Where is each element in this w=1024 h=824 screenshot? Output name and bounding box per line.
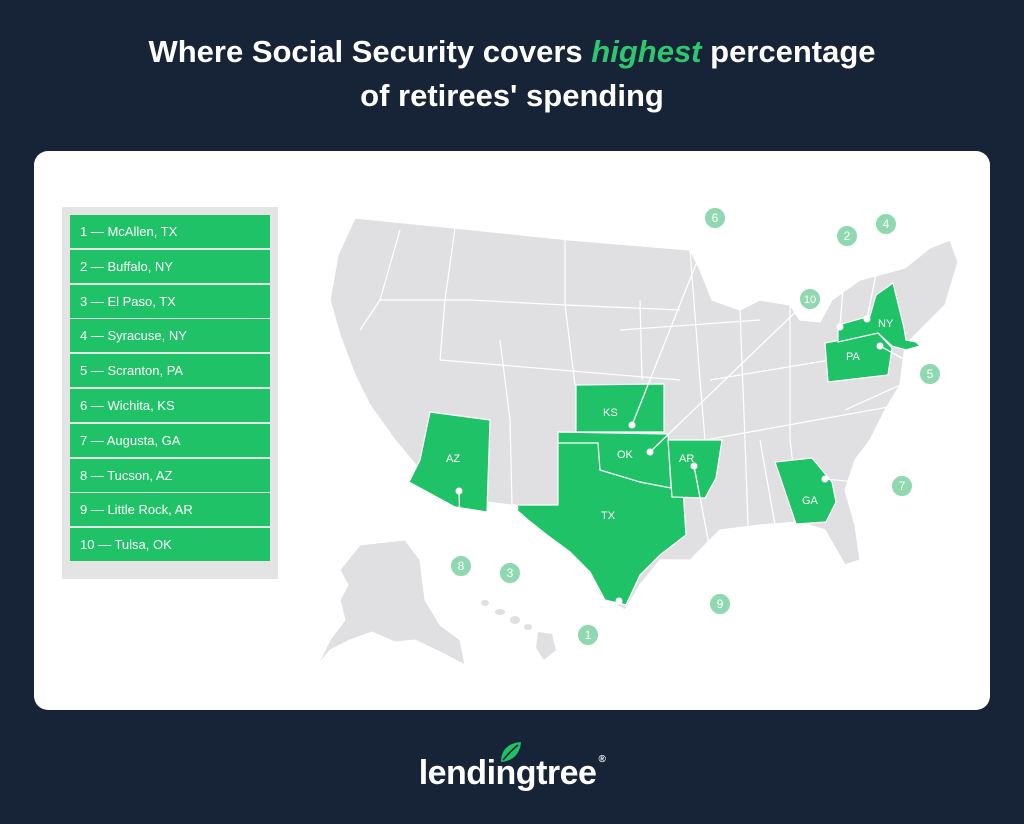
city-dot-littlerock — [690, 462, 698, 470]
hawaii-shape — [481, 600, 556, 660]
legend-item: 2 — Buffalo, NY — [70, 249, 270, 283]
city-dot-tulsa — [646, 448, 654, 456]
marker-10: 10 — [798, 287, 822, 311]
city-dot-tucson — [455, 487, 463, 495]
city-dot-scranton — [876, 342, 884, 350]
marker-5: 5 — [918, 362, 942, 386]
city-dot-syracuse — [863, 315, 871, 323]
marker-9: 9 — [708, 592, 732, 616]
marker-4-text: 4 — [883, 217, 890, 231]
title-line-1: Where Social Security covers highest per… — [148, 34, 876, 69]
state-labels: NY PA KS AZ OK AR TX GA — [446, 318, 894, 522]
title-line-2: of retirees' spending — [360, 78, 664, 113]
state-ks — [575, 383, 665, 433]
leaf-icon — [501, 742, 521, 762]
legend-item: 6 — Wichita, KS — [70, 388, 270, 422]
state-label-ar: AR — [679, 453, 694, 465]
marker-8-text: 8 — [458, 559, 465, 573]
state-label-tx: TX — [601, 510, 616, 522]
city-dot-mcallen — [615, 597, 623, 605]
marker-6: 6 — [703, 206, 727, 230]
legend-item: 4 — Syracuse, NY — [70, 319, 270, 353]
alaska-shape — [317, 539, 466, 666]
state-label-ks: KS — [603, 407, 618, 419]
marker-1-text: 1 — [585, 628, 592, 642]
city-dots — [455, 315, 884, 605]
legend-item: 10 — Tulsa, OK — [70, 528, 270, 562]
brand-name: lendingtree ® — [418, 754, 606, 792]
leader-lines — [458, 218, 930, 634]
city-dot-buffalo — [836, 323, 844, 331]
marker-2: 2 — [835, 224, 859, 248]
marker-1: 1 — [576, 623, 600, 647]
marker-7-text: 7 — [899, 479, 906, 493]
brand-logo: lendingtree ® — [0, 740, 1024, 793]
city-dot-elpaso — [511, 504, 519, 512]
rank-markers: 1 2 3 4 5 6 7 8 9 10 — [449, 206, 942, 647]
state-label-pa: PA — [846, 351, 861, 363]
marker-6-text: 6 — [712, 211, 719, 225]
marker-9-text: 9 — [717, 597, 724, 611]
legend-item: 7 — Augusta, GA — [70, 423, 270, 457]
state-ny — [837, 282, 922, 351]
legend-item: 5 — Scranton, PA — [70, 354, 270, 388]
state-az — [408, 411, 491, 513]
legend-item: 9 — Little Rock, AR — [70, 493, 270, 527]
marker-7: 7 — [890, 474, 914, 498]
us-map: NY PA KS AZ OK AR TX GA — [317, 206, 959, 666]
ranking-legend: 1 — McAllen, TX 2 — Buffalo, NY 3 — El P… — [62, 207, 278, 579]
state-label-ok: OK — [617, 449, 634, 461]
title-highlight: highest — [591, 34, 702, 69]
registered-mark: ® — [598, 754, 606, 765]
marker-8: 8 — [449, 554, 473, 578]
legend-item: 3 — El Paso, TX — [70, 284, 270, 318]
marker-3-text: 3 — [507, 566, 514, 580]
marker-4: 4 — [874, 212, 898, 236]
state-ga — [774, 457, 837, 525]
marker-2-text: 2 — [844, 229, 851, 243]
legend-item: 8 — Tucson, AZ — [70, 458, 270, 492]
page-title: Where Social Security covers highest per… — [0, 30, 1024, 118]
city-dot-augusta — [821, 475, 829, 483]
map-card: NY PA KS AZ OK AR TX GA — [34, 151, 990, 710]
legend-item: 1 — McAllen, TX — [70, 215, 270, 248]
marker-5-text: 5 — [927, 367, 934, 381]
marker-10-text: 10 — [804, 294, 816, 306]
marker-3: 3 — [498, 561, 522, 585]
state-label-az: AZ — [446, 453, 460, 465]
state-label-ga: GA — [802, 495, 819, 507]
city-dot-wichita — [628, 421, 636, 429]
state-label-ny: NY — [878, 318, 894, 330]
